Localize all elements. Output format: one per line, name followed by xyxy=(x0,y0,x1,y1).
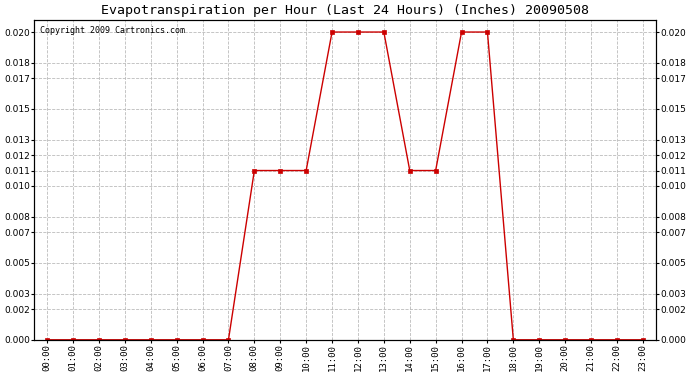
Title: Evapotranspiration per Hour (Last 24 Hours) (Inches) 20090508: Evapotranspiration per Hour (Last 24 Hou… xyxy=(101,4,589,17)
Text: Copyright 2009 Cartronics.com: Copyright 2009 Cartronics.com xyxy=(41,26,186,35)
